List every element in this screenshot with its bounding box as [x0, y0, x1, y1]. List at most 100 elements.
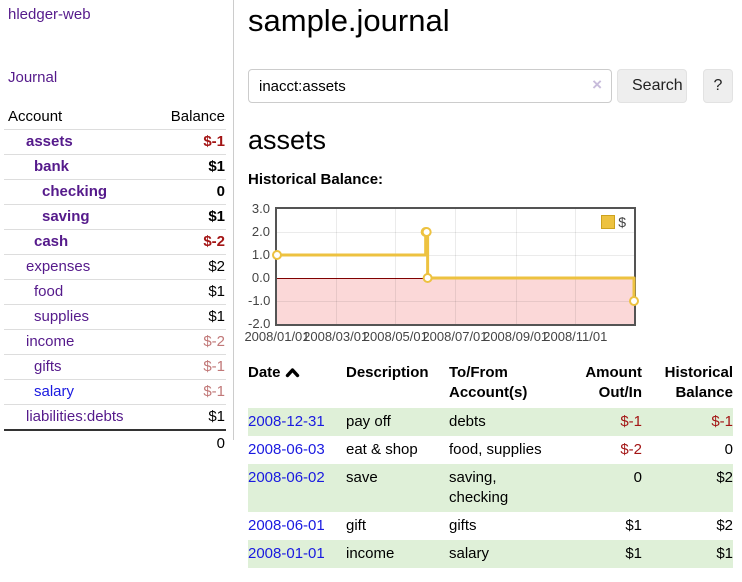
y-axis-tick-label: 0.0 — [251, 270, 270, 285]
transaction-description: income — [346, 545, 395, 562]
transaction-balance: $2 — [716, 517, 733, 534]
transaction-accounts: saving, checking — [449, 469, 509, 506]
y-axis-tick-label: -2.0 — [248, 316, 271, 331]
transaction-accounts: debts — [449, 413, 486, 430]
sidebar-account-link[interactable]: checking — [42, 183, 108, 200]
account-balance: $-1 — [203, 358, 225, 375]
transaction-amount: 0 — [633, 469, 642, 486]
historical-balance-chart: $ 3.0 2.0 1.0 0.0 -1.0 -2.0 2008/01/01 2008/03/… — [244, 201, 734, 347]
gridline — [455, 209, 456, 324]
sidebar-account-link[interactable]: supplies — [34, 308, 90, 325]
register-column-header: To/From Account(s) — [449, 364, 528, 401]
sort-asc-icon[interactable] — [285, 367, 300, 378]
account-balance: $-1 — [203, 383, 225, 400]
x-axis-tick-label: 2008/01/01 — [244, 329, 310, 344]
accounts-header-balance: Balance — [170, 108, 225, 125]
search-bar: × Search ? — [248, 69, 734, 103]
account-row: gifts $-1 — [4, 355, 226, 380]
account-row: saving $1 — [4, 205, 226, 230]
chart-legend: $ — [601, 215, 626, 229]
transaction-balance: 0 — [724, 441, 733, 458]
transaction-row: 2008-01-01 income salary $1 $1 — [248, 540, 733, 568]
transaction-amount: $1 — [625, 545, 642, 562]
gridline — [575, 209, 577, 324]
account-row: liabilities:debts $1 — [4, 405, 226, 430]
accounts-table: Account Balance assets $-1 bank $1 checking 0… — [4, 106, 226, 456]
transaction-balance: $2 — [716, 469, 733, 486]
sidebar: hledger-web Journal Account Balance asse… — [0, 0, 233, 456]
account-balance: $1 — [208, 308, 225, 325]
brand-link[interactable]: hledger-web — [8, 6, 91, 23]
transaction-date-link[interactable]: 2008-06-02 — [248, 469, 325, 486]
account-balance: $2 — [208, 258, 225, 275]
accounts-header-row: Account Balance — [4, 106, 226, 130]
transaction-description: gift — [346, 517, 367, 534]
account-row: supplies $1 — [4, 305, 226, 330]
accounts-header-account: Account — [8, 108, 63, 125]
sidebar-account-link[interactable]: food — [34, 283, 64, 300]
sidebar-account-link[interactable]: saving — [42, 208, 90, 225]
sidebar-account-link[interactable]: gifts — [34, 358, 62, 375]
transaction-balance: $1 — [716, 545, 733, 562]
x-axis-tick-label: 2008/09/01 — [483, 329, 549, 344]
account-balance: $1 — [208, 158, 225, 175]
transaction-accounts: gifts — [449, 517, 477, 534]
transaction-accounts: salary — [449, 545, 490, 562]
transaction-accounts: food, supplies — [449, 441, 542, 458]
transaction-row: 2008-06-02 save saving, checking 0 $2 — [248, 464, 733, 512]
accounts-total-row: 0 — [4, 429, 226, 456]
x-axis-tick-label: 2008/11/01 — [543, 329, 608, 344]
transaction-row: 2008-12-31 pay off debts $-1 $-1 — [248, 408, 733, 436]
account-row: checking 0 — [4, 180, 226, 205]
gridline — [335, 209, 337, 324]
data-point — [272, 250, 282, 260]
account-row: salary $-1 — [4, 380, 226, 405]
register-column-header: Amount Out/In — [585, 364, 642, 401]
sidebar-item-journal[interactable]: Journal — [8, 69, 58, 86]
x-axis-tick-label: 2008/07/01 — [422, 329, 488, 344]
sidebar-account-link[interactable]: expenses — [26, 258, 91, 275]
search-button[interactable]: Search — [617, 69, 687, 103]
x-axis-tick-label: 2008/03/01 — [303, 329, 369, 344]
gridline — [395, 209, 397, 324]
sidebar-account-link[interactable]: income — [26, 333, 75, 350]
search-box: × — [248, 69, 612, 103]
account-balance: $-2 — [203, 333, 225, 350]
sidebar-account-link[interactable]: assets — [26, 133, 73, 150]
page-title: sample.journal — [248, 3, 450, 38]
clear-search-icon[interactable]: × — [592, 75, 602, 94]
y-axis-tick-label: -1.0 — [248, 293, 271, 308]
account-balance: $1 — [208, 408, 225, 425]
legend-swatch — [601, 215, 616, 229]
account-row: bank $1 — [4, 155, 226, 180]
sidebar-account-link[interactable]: liabilities:debts — [26, 408, 124, 425]
x-axis-tick-label: 2008/05/01 — [362, 329, 428, 344]
chart-plot-area: $ — [272, 207, 639, 326]
negative-region — [277, 278, 634, 324]
y-axis-tick-label: 1.0 — [251, 247, 270, 262]
gridline — [277, 301, 634, 302]
transaction-date-link[interactable]: 2008-01-01 — [248, 545, 325, 562]
help-button[interactable]: ? — [703, 69, 733, 103]
sidebar-account-link[interactable]: salary — [34, 383, 75, 400]
account-balance: $-1 — [203, 133, 225, 150]
transaction-description: eat & shop — [346, 441, 418, 458]
transaction-date-link[interactable]: 2008-06-01 — [248, 517, 325, 534]
gridline — [277, 232, 634, 233]
search-input[interactable] — [248, 69, 612, 103]
transaction-date-link[interactable]: 2008-12-31 — [248, 413, 325, 430]
transaction-amount: $-1 — [620, 413, 642, 430]
sidebar-account-link[interactable]: bank — [34, 158, 70, 175]
sidebar-account-link[interactable]: cash — [34, 233, 69, 250]
sidebar-divider — [233, 0, 234, 440]
transaction-amount: $-2 — [620, 441, 642, 458]
register-header-row: Date Description To/From Account(s) Amount Ou… — [248, 360, 733, 408]
register-column-header[interactable]: Date — [248, 360, 346, 408]
main-content: sample.journal × Search ? assets Histori… — [244, 0, 734, 568]
transaction-row: 2008-06-01 gift gifts $1 $2 — [248, 512, 733, 540]
transaction-date-link[interactable]: 2008-06-03 — [248, 441, 325, 458]
account-balance: $-2 — [203, 233, 225, 250]
register-table: Date Description To/From Account(s) Amount Ou… — [248, 360, 733, 568]
account-balance: 0 — [216, 183, 225, 200]
account-balance: $1 — [208, 208, 225, 225]
